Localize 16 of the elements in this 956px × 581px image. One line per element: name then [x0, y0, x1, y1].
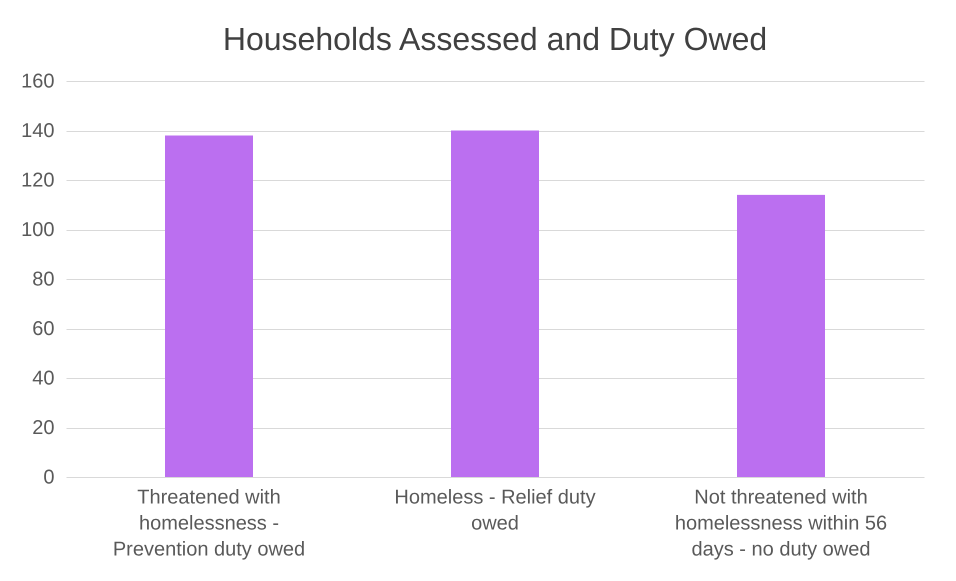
y-tick-label: 20: [32, 417, 54, 439]
x-tick-label: Homeless - Relief duty owed: [394, 486, 596, 534]
bar: [737, 194, 825, 477]
bar: [165, 135, 253, 477]
x-tick-label: Not threatened with homelessness within 56 days - no duty owed: [674, 486, 888, 560]
y-tick-label: 60: [32, 318, 54, 340]
y-tick-label: 100: [21, 219, 54, 241]
y-tick-label: 140: [21, 120, 54, 142]
y-tick-label: 80: [32, 268, 54, 290]
bar: [451, 130, 539, 477]
y-tick-label: 120: [21, 170, 54, 192]
y-tick-label: 0: [43, 466, 54, 488]
y-tick-label: 40: [32, 368, 54, 390]
chart-title: Households Assessed and Duty Owed: [222, 21, 768, 57]
y-tick-label: 160: [21, 70, 54, 92]
x-tick-label: Threatened with homelessness - Prevention duty owed: [112, 486, 306, 560]
